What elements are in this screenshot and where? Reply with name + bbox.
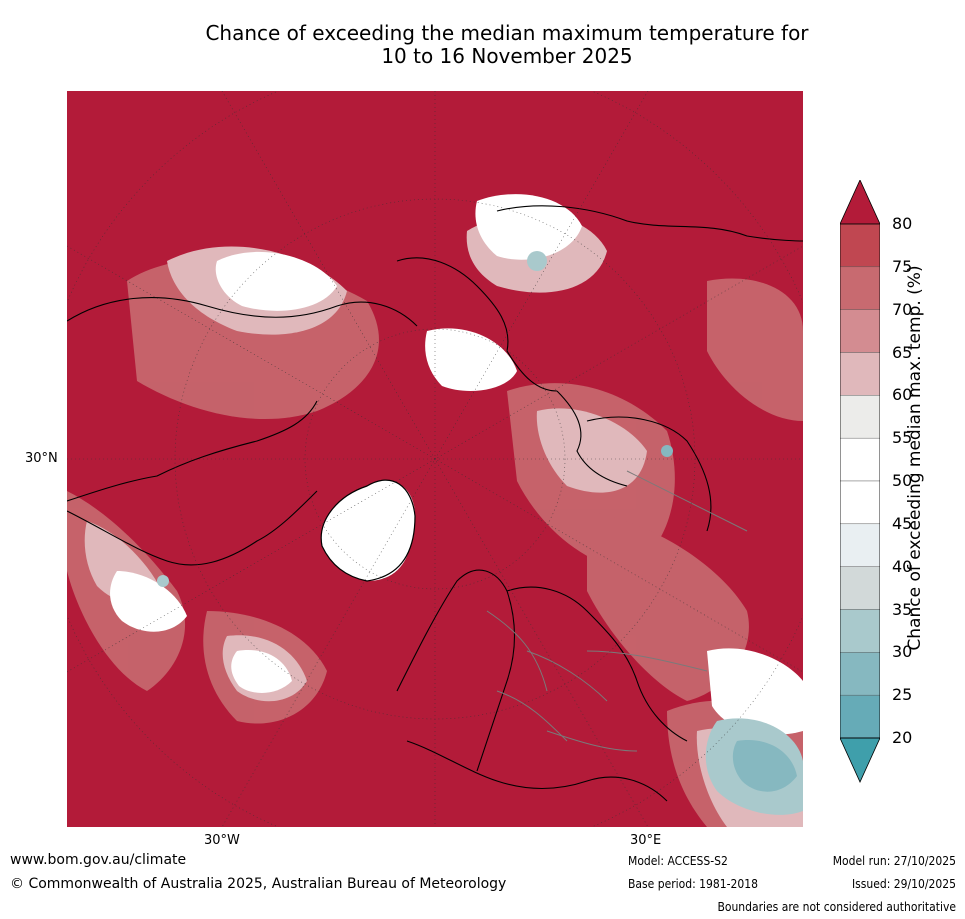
colorbar-tick-label: 65 bbox=[892, 342, 913, 362]
footer-disclaimer: Boundaries are not considered authoritat… bbox=[717, 900, 956, 914]
title-line-2: 10 to 16 November 2025 bbox=[381, 44, 633, 68]
colorbar-band bbox=[839, 223, 881, 268]
chart-title: Chance of exceeding the median maximum t… bbox=[67, 22, 947, 68]
colorbar-swatches bbox=[839, 179, 881, 783]
colorbar-band bbox=[839, 309, 881, 353]
colorbar-band bbox=[839, 480, 881, 525]
footer-base-period: Base period: 1981-2018 bbox=[628, 877, 759, 891]
greenland-landmass bbox=[320, 479, 416, 582]
colorbar-band bbox=[839, 652, 881, 696]
colorbar: 80 75 70 65 60 55 50 45 40 35 30 25 20 bbox=[839, 179, 960, 785]
colorbar-band bbox=[839, 352, 881, 396]
footer-model-run: Model run: 27/10/2025 bbox=[832, 854, 956, 868]
colorbar-tick-label: 45 bbox=[892, 513, 913, 533]
title-line-1: Chance of exceeding the median maximum t… bbox=[205, 21, 809, 45]
colorbar-band bbox=[839, 694, 881, 739]
country-boundaries bbox=[486, 470, 748, 752]
probability-20-40-region bbox=[157, 251, 803, 815]
colorbar-band bbox=[839, 609, 881, 653]
colorbar-band bbox=[839, 266, 881, 310]
colorbar-tick-label: 60 bbox=[892, 385, 913, 405]
footer-issued: Issued: 29/10/2025 bbox=[851, 877, 956, 891]
colorbar-band bbox=[839, 395, 881, 439]
colorbar-band bbox=[839, 566, 881, 610]
colorbar-tick-label: 20 bbox=[892, 728, 913, 747]
colorbar-tick-label: 50 bbox=[892, 471, 913, 490]
colorbar-band bbox=[839, 437, 881, 482]
latitude-label-30n: 30°N bbox=[25, 451, 58, 466]
colorbar-tick-label: 40 bbox=[892, 556, 913, 576]
colorbar-bottom-arrow bbox=[839, 737, 881, 783]
colorbar-tick-label: 30 bbox=[892, 642, 913, 662]
colorbar-title-text: Chance of exceeding median max. temp. (%… bbox=[905, 265, 925, 651]
longitude-label-30e: 30°E bbox=[630, 833, 662, 848]
graticule bbox=[67, 91, 803, 827]
colorbar-tick-label: 55 bbox=[892, 428, 913, 448]
colorbar-band bbox=[839, 523, 881, 567]
footer-model: Model: ACCESS-S2 bbox=[628, 854, 728, 868]
footer-copyright: © Commonwealth of Australia 2025, Austra… bbox=[10, 876, 507, 892]
colorbar-tick-label: 80 bbox=[892, 214, 913, 233]
longitude-label-30w: 30°W bbox=[204, 833, 240, 848]
map-canvas bbox=[67, 91, 803, 827]
colorbar-tick-label: 70 bbox=[892, 299, 913, 319]
colorbar-tick-label: 35 bbox=[892, 599, 913, 619]
colorbar-bands bbox=[839, 223, 881, 739]
colorbar-tick-label: 75 bbox=[892, 256, 913, 276]
coastlines bbox=[67, 205, 803, 802]
colorbar-tick-label: 25 bbox=[892, 685, 913, 705]
polar-map[interactable] bbox=[67, 91, 803, 827]
footer-url[interactable]: www.bom.gov.au/climate bbox=[10, 852, 187, 868]
colorbar-top-arrow bbox=[839, 179, 881, 225]
